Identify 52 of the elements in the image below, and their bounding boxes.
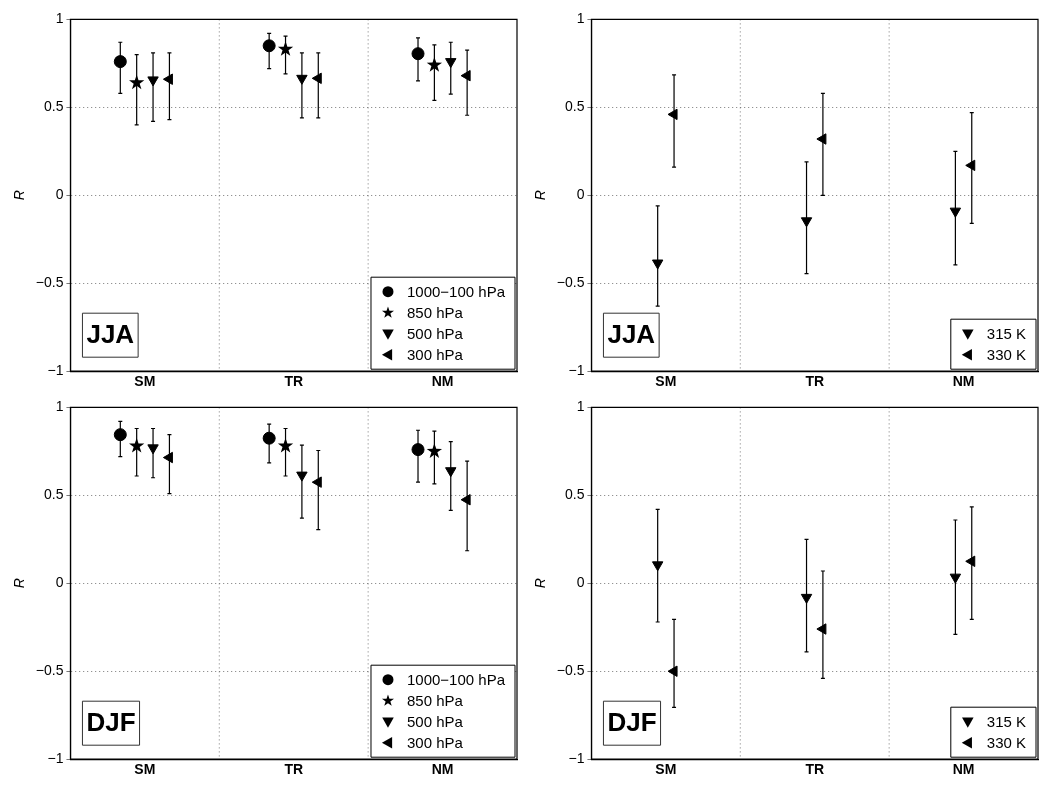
y-tick-label: −1 <box>47 750 64 767</box>
annotation: DJF <box>607 707 657 738</box>
annotation: DJF <box>86 707 136 738</box>
y-tick-label: 1 <box>576 398 585 415</box>
annotation: JJA <box>86 319 135 350</box>
y-tick-label: 0.5 <box>564 98 585 115</box>
x-tick-label: SM <box>134 373 156 390</box>
y-tick-label: −0.5 <box>35 662 64 679</box>
y-tick-label: −1 <box>568 362 585 379</box>
y-tick-label: 0 <box>55 186 64 203</box>
x-tick-label: NM <box>431 373 454 390</box>
x-tick-label: NM <box>431 761 454 778</box>
legend-label: 1000−100 hPa <box>406 670 506 688</box>
y-tick-label: −0.5 <box>35 274 64 291</box>
legend-label: 500 hPa <box>406 324 464 342</box>
y-tick-label: 0 <box>576 574 585 591</box>
legend-label: 300 hPa <box>406 345 464 363</box>
legend-label: 500 hPa <box>406 712 464 730</box>
y-axis-title: R <box>532 190 549 201</box>
y-tick-label: −0.5 <box>556 274 585 291</box>
legend-label: 330 K <box>986 733 1026 751</box>
y-tick-label: 0.5 <box>43 98 64 115</box>
x-tick-label: NM <box>952 761 975 778</box>
x-tick-label: NM <box>952 373 975 390</box>
x-tick-label: SM <box>655 761 677 778</box>
y-tick-label: 1 <box>576 10 585 27</box>
legend-label: 300 hPa <box>406 733 464 751</box>
y-tick-label: 0.5 <box>43 486 64 503</box>
legend-label: 315 K <box>986 324 1026 342</box>
y-tick-label: 1 <box>55 398 64 415</box>
y-axis-title: R <box>532 578 549 589</box>
y-axis-title: R <box>11 578 28 589</box>
y-axis-title: R <box>11 190 28 201</box>
y-tick-label: 1 <box>55 10 64 27</box>
x-tick-label: TR <box>284 373 304 390</box>
y-tick-label: −1 <box>47 362 64 379</box>
x-tick-label: TR <box>805 761 825 778</box>
legend-label: 850 hPa <box>406 691 464 709</box>
legend-label: 850 hPa <box>406 303 464 321</box>
y-tick-label: −0.5 <box>556 662 585 679</box>
y-tick-label: −1 <box>568 750 585 767</box>
x-tick-label: TR <box>805 373 825 390</box>
x-tick-label: TR <box>284 761 304 778</box>
x-tick-label: SM <box>655 373 677 390</box>
legend-label: 1000−100 hPa <box>406 282 506 300</box>
legend-label: 315 K <box>986 712 1026 730</box>
y-tick-label: 0 <box>576 186 585 203</box>
y-tick-label: 0.5 <box>564 486 585 503</box>
y-tick-label: 0 <box>55 574 64 591</box>
annotation: JJA <box>607 319 656 350</box>
x-tick-label: SM <box>134 761 156 778</box>
legend-label: 330 K <box>986 345 1026 363</box>
